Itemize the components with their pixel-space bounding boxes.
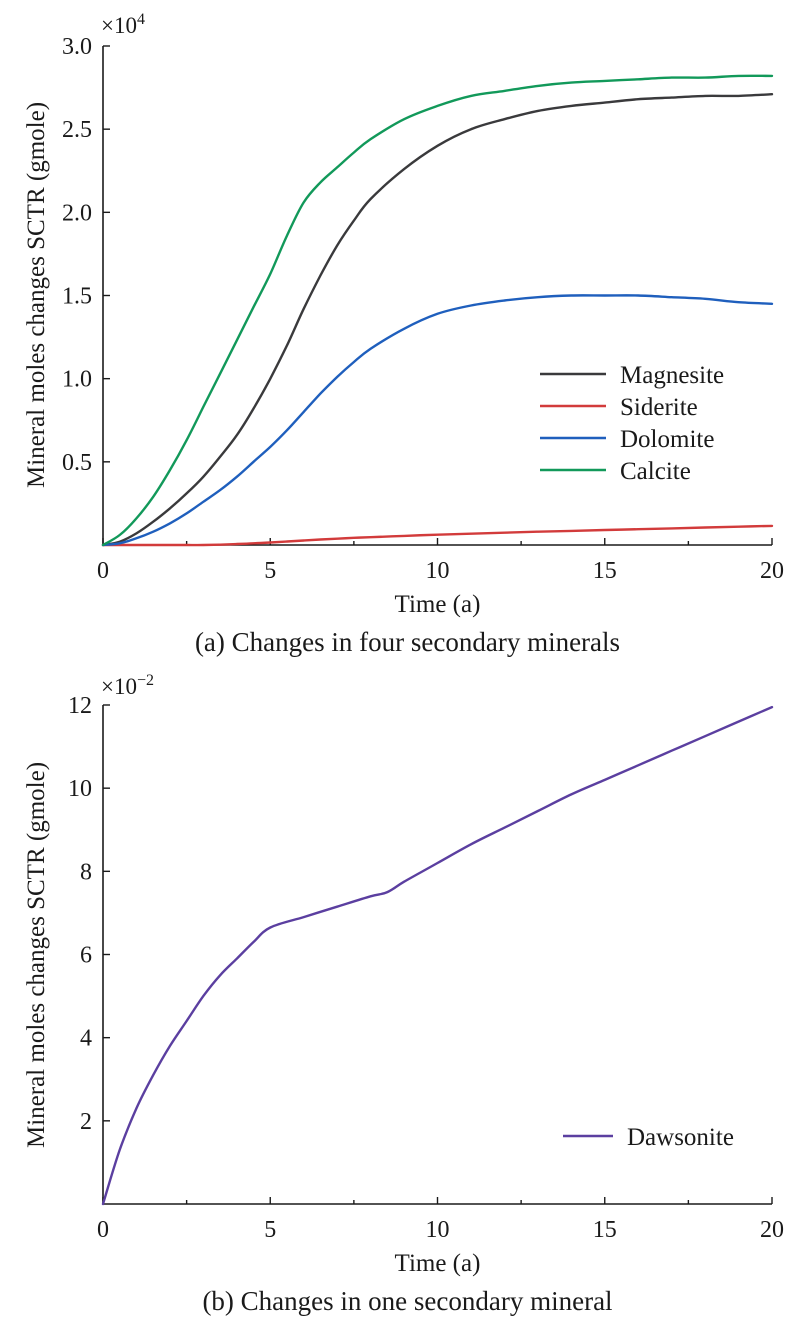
b-y-tick-label: 2 [80,1109,92,1135]
a-series-magnesite [101,93,774,547]
a-y-tick-label: 2.5 [62,117,92,143]
b-x-tick-label: 10 [426,1217,450,1243]
a-y-tick-label: 3.0 [62,34,92,60]
a-x-tick-label: 0 [97,558,109,584]
b-caption: (b) Changes in one secondary mineral [202,1286,612,1316]
a-legend-label-magnesite: Magnesite [620,362,724,389]
a-x-axis-label: Time (a) [395,591,481,618]
b-y-multiplier: ×10−2 [101,672,154,699]
panel-a-chart: 0 5 10 15 20 0.5 1.0 1.5 2.0 2.5 3.0 ×104 Mineral mo… [23,11,784,657]
a-y-tick-label: 1.0 [62,367,92,393]
b-y-tick-label: 10 [68,776,92,802]
b-y-tick-label: 6 [80,943,92,969]
b-x-tick-label: 20 [760,1217,784,1243]
b-x-tick-label: 0 [97,1217,109,1243]
b-series-dawsonite [101,705,774,1206]
b-y-multiplier-exponent: −2 [137,672,154,689]
a-legend-label-dolomite: Dolomite [620,426,714,453]
a-x-tick-label: 15 [593,558,617,584]
b-x-tick-label: 15 [593,1217,617,1243]
b-y-tick-label: 4 [80,1026,92,1052]
a-y-axis-label: Mineral moles changes SCTR (gmole) [23,102,50,488]
a-legend-label-siderite: Siderite [620,394,698,421]
panel-b-chart: 0 5 10 15 20 2 4 6 8 10 12 ×10−2 Mineral moles chang… [23,672,784,1316]
b-x-tick-label: 5 [264,1217,276,1243]
b-y-tick-label: 12 [68,693,92,719]
b-y-axis-label: Mineral moles changes SCTR (gmole) [23,762,50,1148]
a-y-tick-label: 2.0 [62,200,92,226]
a-y-multiplier-exponent: 4 [137,11,145,28]
a-series-dolomite [101,294,774,547]
a-x-tick-label: 20 [760,558,784,584]
b-x-axis-label: Time (a) [395,1250,481,1277]
b-y-tick-label: 8 [80,859,92,885]
a-x-tick-label: 5 [264,558,276,584]
a-y-tick-label: 0.5 [62,450,92,476]
a-series-siderite [101,524,774,547]
a-caption: (a) Changes in four secondary minerals [195,627,620,657]
a-y-tick-label: 1.5 [62,284,92,310]
a-legend-label-calcite: Calcite [620,458,691,485]
b-legend-label-dawsonite: Dawsonite [627,1124,734,1151]
a-y-multiplier: ×104 [101,11,145,38]
a-x-tick-label: 10 [426,558,450,584]
a-series-calcite [101,74,774,547]
